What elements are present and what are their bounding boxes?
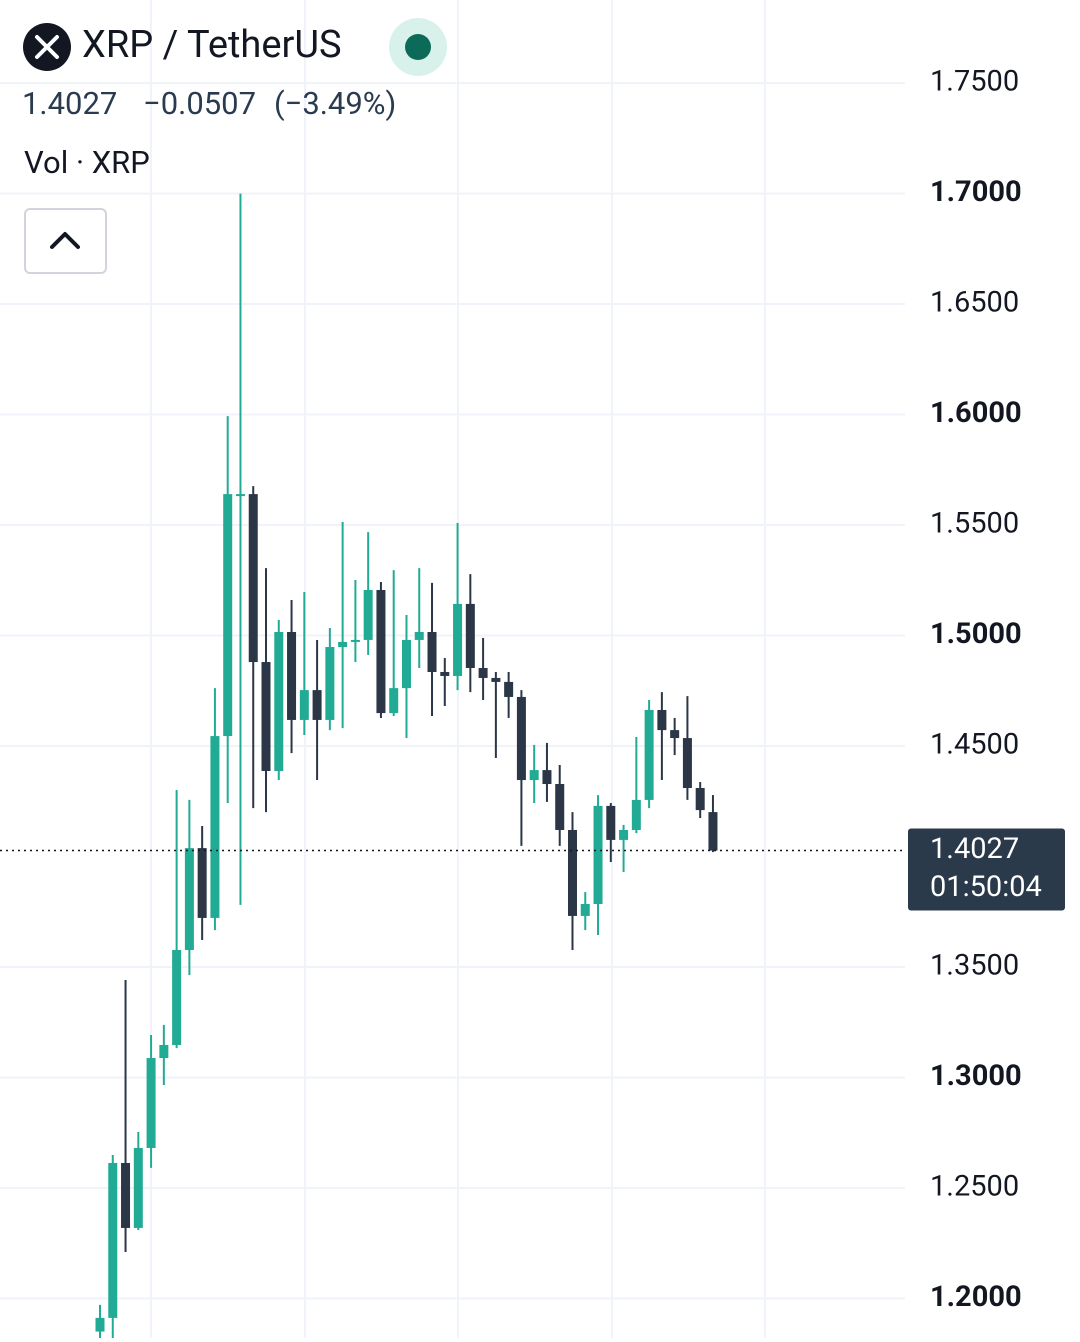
candle-body <box>325 647 335 720</box>
header: XRP / TetherUS 1.4027 −0.0507 (−3.49%) V… <box>22 18 447 274</box>
candle-body <box>567 829 577 916</box>
candle-body <box>708 812 718 851</box>
symbol-icon-mark <box>35 35 59 59</box>
candle-body <box>529 770 539 781</box>
candle-body <box>184 848 194 950</box>
candle-body <box>695 787 705 811</box>
price-grid <box>0 82 905 1300</box>
candle-body <box>555 784 565 830</box>
last-price-box <box>908 828 1065 911</box>
y-tick-label: 1.2000 <box>930 1280 1022 1314</box>
y-tick-label: 1.4500 <box>930 728 1019 762</box>
y-tick-label: 1.6000 <box>930 396 1022 430</box>
y-tick-label: 1.5500 <box>930 507 1019 541</box>
market-status-dot <box>405 34 431 60</box>
y-tick-label: 1.6500 <box>930 286 1019 320</box>
candle-body <box>631 799 641 830</box>
candle-body <box>670 730 680 739</box>
collapse-icon <box>50 232 80 249</box>
candle-body <box>350 639 360 642</box>
y-tick-label: 1.7000 <box>930 175 1022 209</box>
candle-body <box>504 681 514 697</box>
plot <box>0 193 905 1338</box>
candle-body <box>159 1044 169 1059</box>
candle-body <box>516 696 526 781</box>
candle-body <box>248 494 258 663</box>
symbol-title: XRP / TetherUS <box>82 23 342 67</box>
candle-body <box>619 829 629 840</box>
y-tick-label: 1.3000 <box>930 1059 1022 1093</box>
countdown-label: 01:50:04 <box>930 870 1042 904</box>
candle-body <box>682 738 692 788</box>
candle-body <box>453 603 463 676</box>
last-price-label: 1.4027 <box>930 832 1019 866</box>
candle-body <box>478 668 488 678</box>
candle-body <box>401 639 411 689</box>
candle-body <box>210 736 220 918</box>
candle-body <box>223 494 233 737</box>
candle-body <box>338 641 348 648</box>
y-tick-label: 1.7500 <box>930 65 1019 99</box>
header-change: −0.0507 <box>143 85 256 122</box>
candle-body <box>580 904 590 916</box>
candle-body <box>440 671 450 676</box>
candle-body <box>121 1162 131 1228</box>
candle-body <box>235 494 245 497</box>
candle-body <box>363 590 373 640</box>
candle-body <box>287 631 297 720</box>
y-tick-label: 1.5000 <box>930 617 1022 651</box>
volume-label: Vol · XRP <box>24 144 150 181</box>
candle-body <box>593 805 603 905</box>
candle-body <box>644 709 654 800</box>
header-change-pct: (−3.49%) <box>274 85 396 122</box>
candle-body <box>312 690 322 720</box>
candle-body <box>172 949 182 1045</box>
candle-body <box>427 631 437 672</box>
candle-body <box>542 770 552 785</box>
y-tick-label: 1.3500 <box>930 949 1019 983</box>
candle-body <box>108 1162 118 1318</box>
candle-body <box>197 848 207 918</box>
candle-body <box>261 662 271 771</box>
candle-body <box>657 709 667 731</box>
collapse-button[interactable] <box>24 208 107 274</box>
candle-body <box>491 677 501 682</box>
candle-body <box>299 690 309 720</box>
header-price: 1.4027 <box>22 85 117 122</box>
y-tick-label: 1.2500 <box>930 1170 1019 1204</box>
candle-body <box>274 631 284 771</box>
candle-body <box>389 688 399 714</box>
candle-body <box>95 1317 105 1332</box>
price-axis: 1.7500 1.7000 1.6500 1.6000 1.5500 1.5000 1.45… <box>908 65 1065 1314</box>
candle-body <box>376 590 386 714</box>
candle-body <box>606 805 616 840</box>
candle-body <box>465 603 475 669</box>
candle-body <box>414 631 424 640</box>
candle-body <box>133 1147 143 1228</box>
candle-body <box>146 1058 156 1148</box>
